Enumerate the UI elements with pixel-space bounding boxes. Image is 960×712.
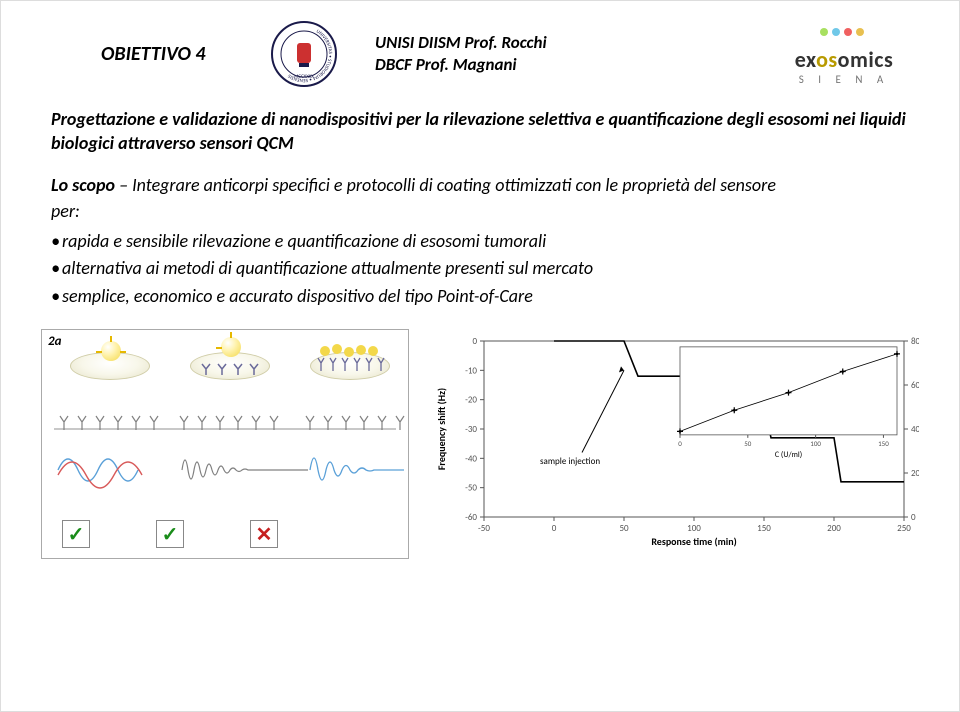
affiliation-line2: DBCF Prof. Magnani xyxy=(375,54,751,76)
antibody-icon xyxy=(217,363,227,373)
svg-text:60: 60 xyxy=(911,380,919,391)
svg-text:-50: -50 xyxy=(478,523,490,534)
figure-2a-label: 2a xyxy=(48,334,61,349)
page-header: OBIETTIVO 4 UNIVERSITAS • STUDIORUM • SE… xyxy=(1,1,959,95)
waveforms xyxy=(52,440,412,500)
exosomics-logo: exosomics S I E N A xyxy=(769,23,919,86)
svg-text:sample injection: sample injection xyxy=(540,456,600,467)
svg-text:20: 20 xyxy=(911,468,919,479)
svg-text:Response time (min): Response time (min) xyxy=(651,535,736,548)
intro-paragraph: Progettazione e validazione di nanodispo… xyxy=(51,107,909,156)
svg-text:-60: -60 xyxy=(465,512,477,523)
bullet-2: alternativa ai metodi di quantificazione… xyxy=(51,255,909,283)
bullet-list: rapida e sensibile rilevazione e quantif… xyxy=(51,228,909,312)
svg-text:-30: -30 xyxy=(465,424,477,435)
svg-text:0: 0 xyxy=(552,523,557,534)
bullet-3: semplice, economico e accurato dispositi… xyxy=(51,283,909,311)
svg-text:-20: -20 xyxy=(465,395,477,406)
check-ok-1: ✓ xyxy=(62,520,90,548)
affiliation-line1: UNISI DIISM Prof. Rocchi xyxy=(375,32,751,54)
svg-text:100: 100 xyxy=(687,523,701,534)
objective-title: OBIETTIVO 4 xyxy=(101,42,251,66)
svg-text:150: 150 xyxy=(878,439,889,448)
plate-3 xyxy=(310,352,390,380)
content-block: Progettazione e validazione di nanodispo… xyxy=(1,95,959,311)
bullet-1: rapida e sensibile rilevazione e quantif… xyxy=(51,228,909,256)
antibody-icon xyxy=(201,363,211,373)
ybar-row xyxy=(54,412,410,432)
scope-line: Lo scopo – Integrare anticorpi specifici… xyxy=(51,174,909,196)
svg-text:40: 40 xyxy=(911,424,919,435)
scope-label: Lo scopo xyxy=(51,174,115,196)
plate-1 xyxy=(70,352,150,380)
figures-row: 2a xyxy=(1,311,959,559)
logo-dots-icon xyxy=(814,23,874,41)
check-row: ✓ ✓ ✕ xyxy=(62,520,278,548)
antibody-icon xyxy=(233,363,243,373)
svg-text:-10: -10 xyxy=(465,366,477,377)
check-no: ✕ xyxy=(250,520,278,548)
svg-text:0: 0 xyxy=(911,512,916,523)
per-label: per: xyxy=(51,200,909,222)
svg-text:200: 200 xyxy=(827,523,841,534)
antibody-icon xyxy=(249,363,259,373)
svg-text:0: 0 xyxy=(678,439,682,448)
header-affiliation: UNISI DIISM Prof. Rocchi DBCF Prof. Magn… xyxy=(357,32,751,76)
figure-2a: 2a xyxy=(41,329,409,559)
university-seal-icon: UNIVERSITAS • STUDIORUM • SENENSIS MCCXX… xyxy=(269,19,339,89)
svg-text:-50: -50 xyxy=(465,483,477,494)
svg-text:0: 0 xyxy=(472,336,477,347)
exosome-icon xyxy=(221,337,241,357)
svg-text:MCCXXXX: MCCXXXX xyxy=(294,74,314,80)
check-ok-2: ✓ xyxy=(156,520,184,548)
svg-text:150: 150 xyxy=(757,523,771,534)
scope-text: – Integrare anticorpi specifici e protoc… xyxy=(115,174,776,196)
svg-text:-40: -40 xyxy=(465,454,477,465)
exosome-icon xyxy=(101,341,121,361)
svg-text:50: 50 xyxy=(744,439,752,448)
svg-text:Frequency shift (Hz): Frequency shift (Hz) xyxy=(435,388,448,470)
svg-text:250: 250 xyxy=(897,523,911,534)
brand-name: exosomics xyxy=(769,46,919,73)
dense-cluster-icon xyxy=(315,341,387,373)
plate-2 xyxy=(190,352,270,380)
svg-text:100: 100 xyxy=(810,439,821,448)
svg-text:C (U/ml): C (U/ml) xyxy=(775,450,802,460)
svg-text:80: 80 xyxy=(911,336,919,347)
frequency-shift-chart: 0-10-20-30-40-50-60020406080-50050100150… xyxy=(429,329,919,554)
brand-subtitle: S I E N A xyxy=(769,73,919,86)
svg-text:50: 50 xyxy=(619,523,629,534)
